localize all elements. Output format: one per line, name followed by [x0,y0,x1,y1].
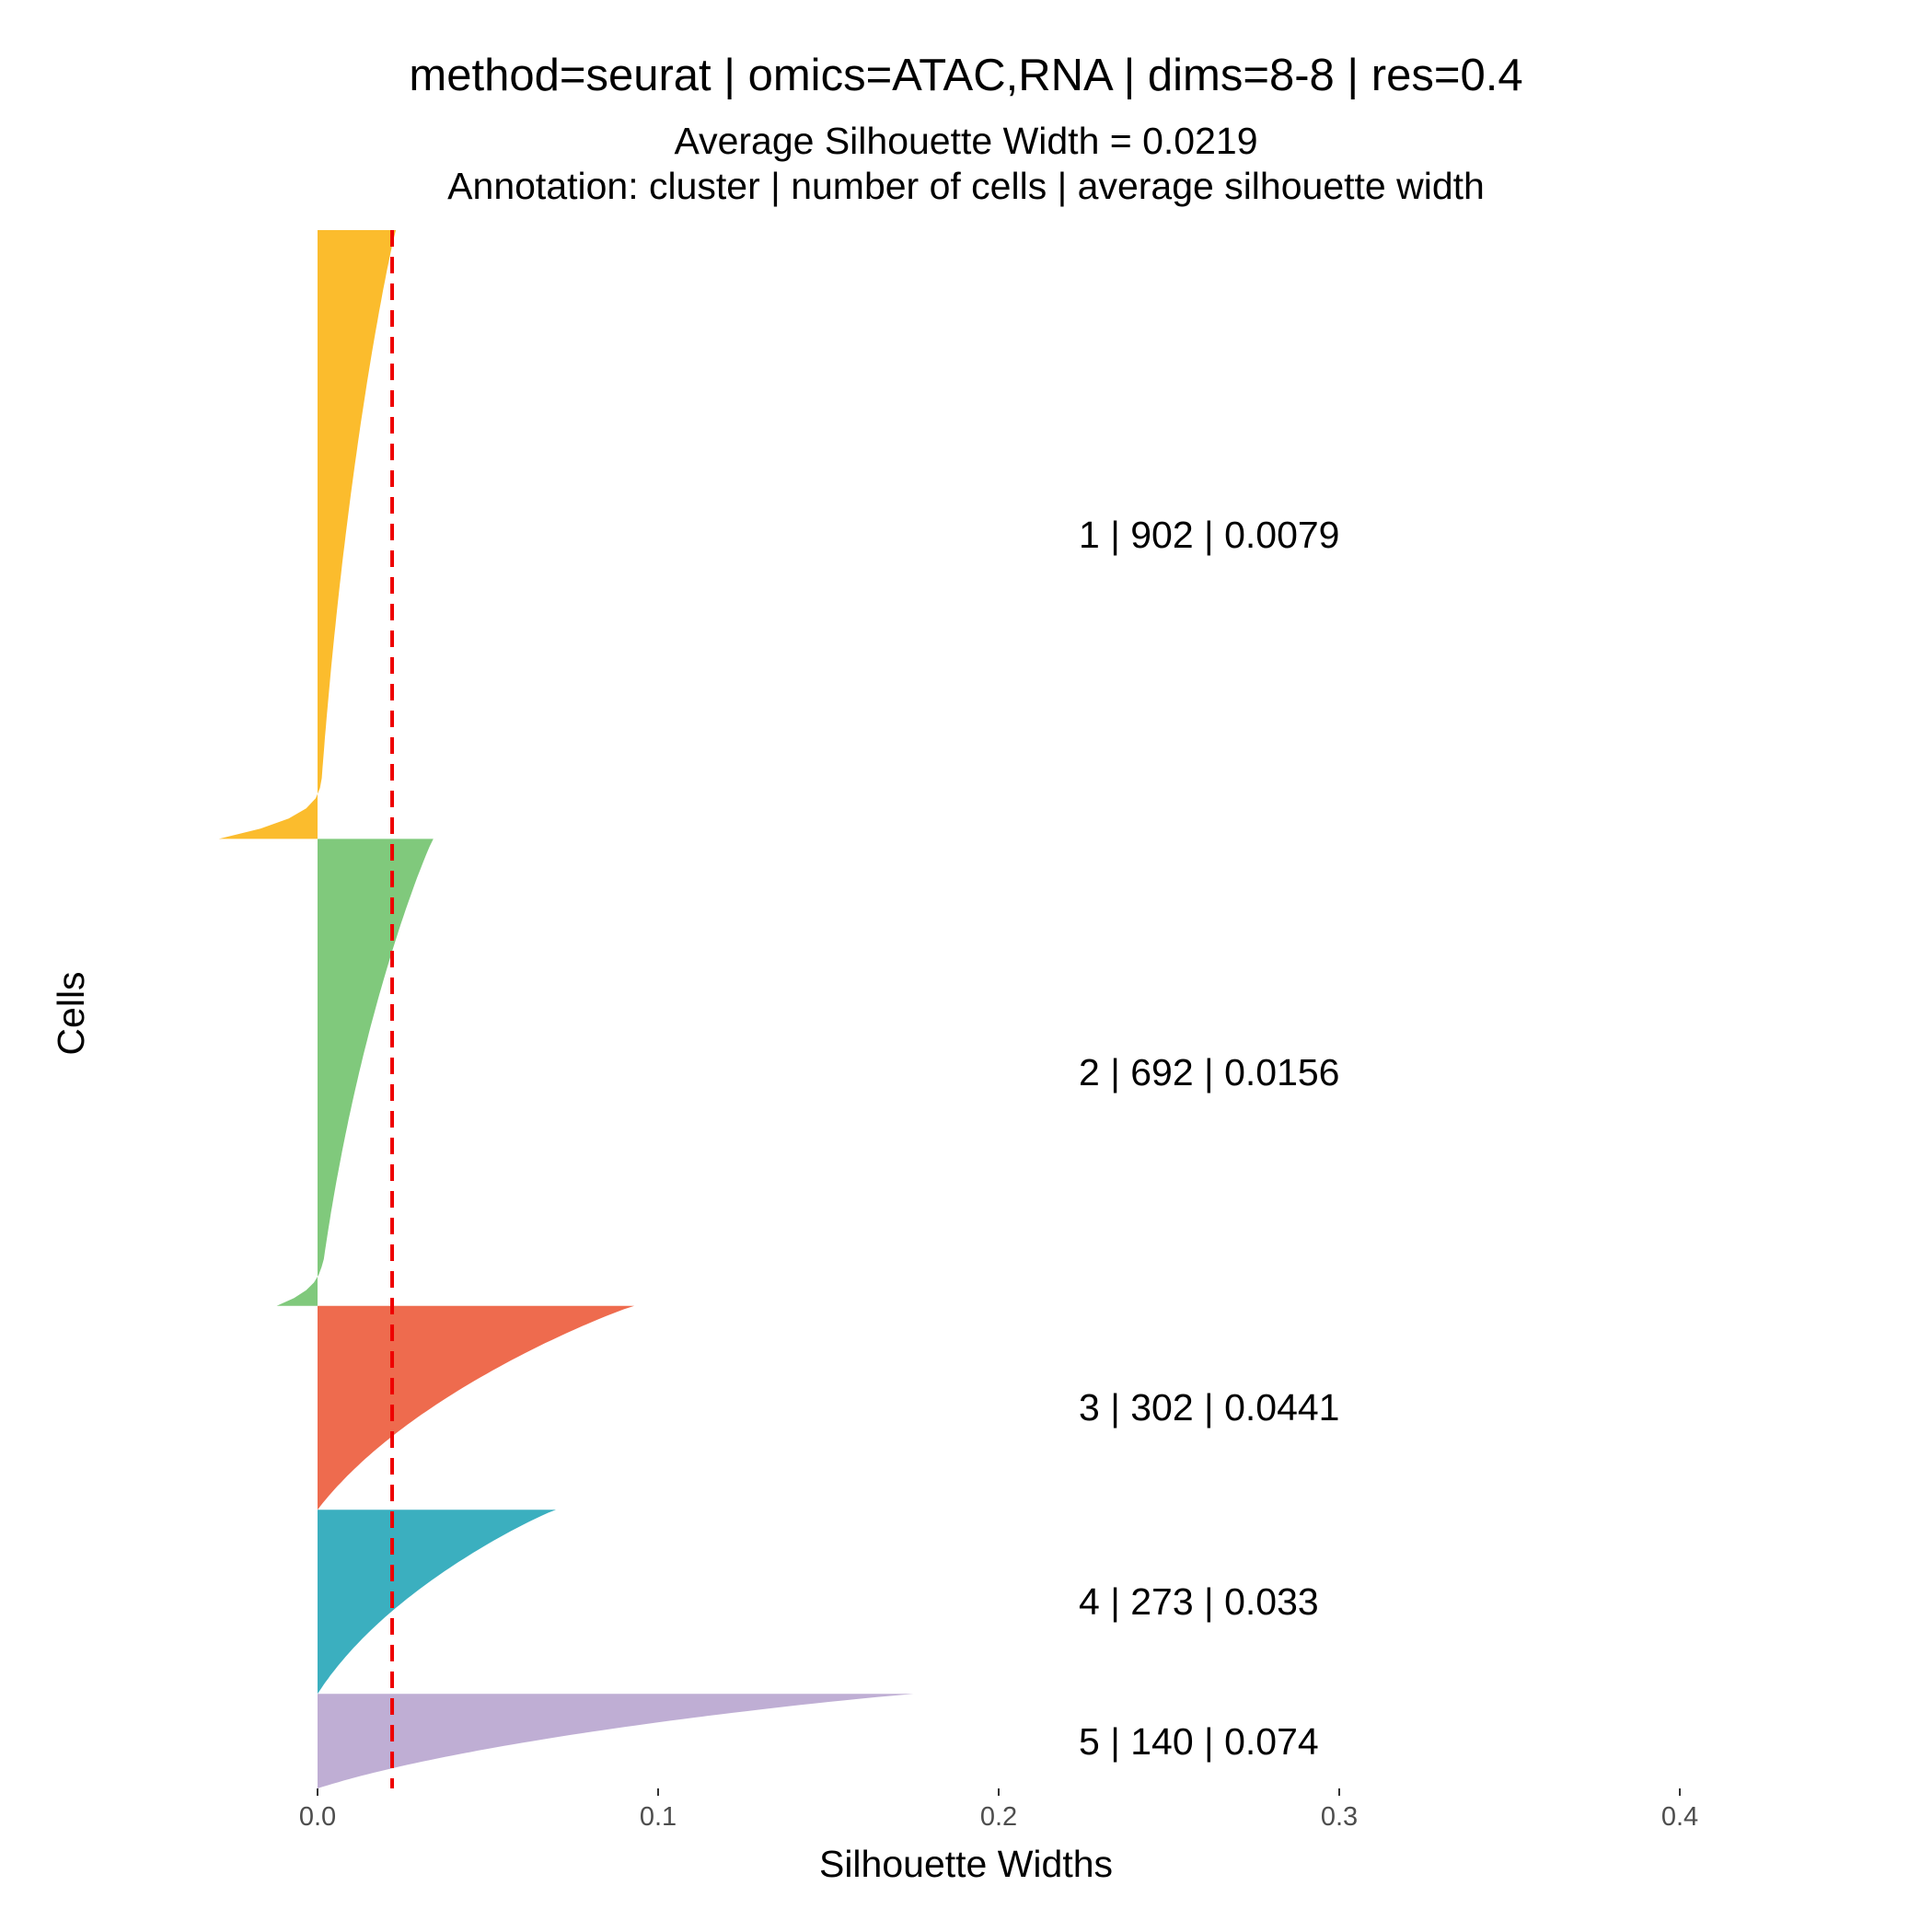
cluster-2-silhouette-bars [276,839,434,1306]
cluster-1-annotation: 1 | 902 | 0.0079 [1079,513,1340,556]
cluster-5-silhouette-bars [318,1694,914,1788]
x-tick-label: 0.3 [1320,1802,1359,1832]
cluster-4-annotation: 4 | 273 | 0.033 [1079,1580,1319,1624]
x-tick-label: 0.2 [979,1802,1018,1832]
chart-title: method=seurat | omics=ATAC,RNA | dims=8-… [409,51,1523,100]
chart-subtitle-line-2: Annotation: cluster | number of cells | … [447,165,1485,207]
cluster-4-silhouette-bars [318,1510,556,1695]
chart-subtitle-line-1: Average Silhouette Width = 0.0219 [674,120,1258,162]
x-axis-title: Silhouette Widths [818,1843,1114,1885]
cluster-2-annotation: 2 | 692 | 0.0156 [1079,1051,1340,1094]
cluster-5-annotation: 5 | 140 | 0.074 [1079,1719,1319,1763]
x-tick-label: 0.1 [639,1802,677,1832]
cluster-3-annotation: 3 | 302 | 0.0441 [1079,1386,1340,1429]
cluster-1-silhouette-bars [218,230,397,839]
y-axis-title: Cells [50,971,92,1056]
cluster-3-silhouette-bars [318,1305,635,1510]
x-tick-label: 0.4 [1660,1802,1699,1832]
x-tick-label: 0.0 [298,1802,337,1832]
